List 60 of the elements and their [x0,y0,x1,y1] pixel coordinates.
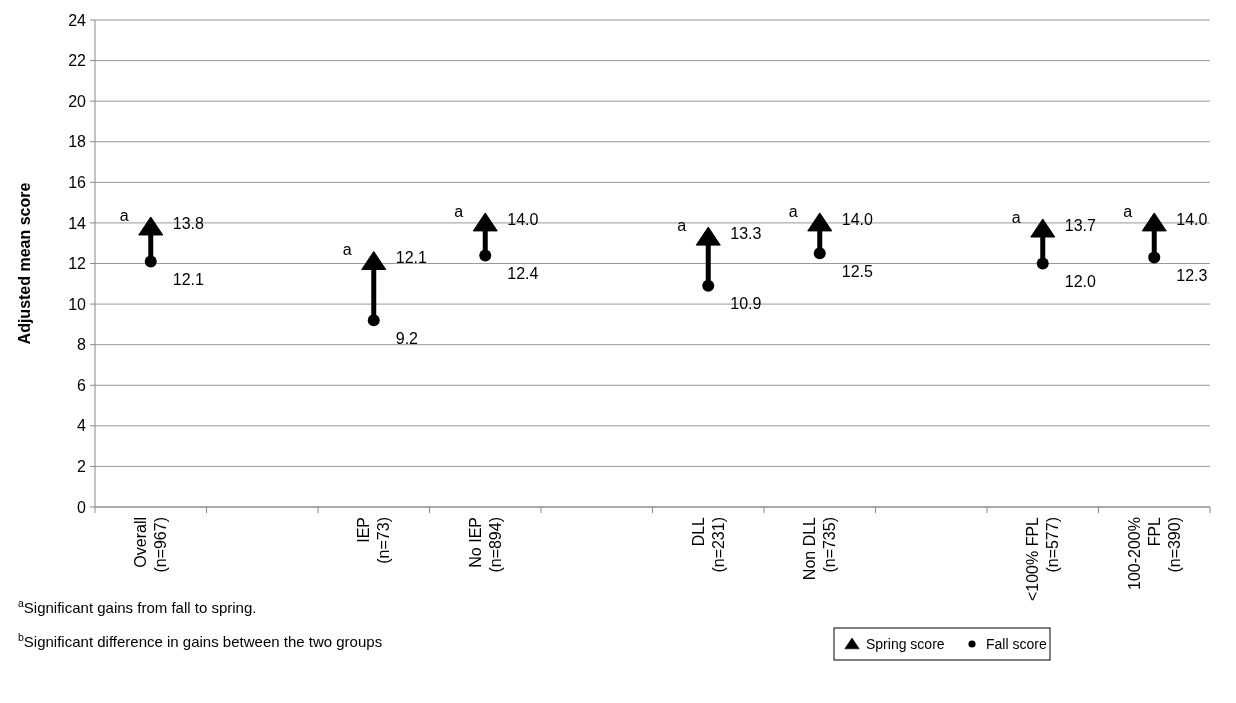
data-label: 9.2 [395,329,419,347]
y-tick-label: 10 [68,295,87,313]
y-tick-label: 8 [77,336,87,354]
point [138,216,164,236]
x-tick-label: No IEP (n=894) [466,517,504,573]
y-tick-label: 14 [68,214,87,232]
data-label: 12.4 [507,264,539,282]
point [1148,251,1161,264]
y-tick-label: 24 [68,11,87,29]
annotation: a [342,241,352,259]
text: $^{b}$Significant difference in gains between the two groups [18,631,383,650]
data-label: 13.8 [172,214,204,232]
data-label: 12.3 [1176,267,1208,285]
x-tick-label: <100% FPL (n=577) [1024,516,1062,602]
point [361,250,387,270]
x-tick-label: Overall (n=967) [132,517,170,573]
data-label: 13.7 [1064,216,1096,234]
text: $^{a}$Significant gains from fall to spring. [18,597,257,616]
annotation: a [119,206,129,224]
annotation: a [1123,202,1133,220]
point [479,249,492,262]
data-label: 14.0 [507,210,539,228]
point [1141,212,1167,232]
point [472,212,498,232]
y-tick-label: 22 [68,52,87,70]
data-label: 14.0 [841,210,873,228]
point [813,247,826,260]
point [367,314,380,327]
data-label: 12.1 [395,249,427,267]
x-tick-label: Non DLL (n=735) [801,516,839,581]
point [702,279,715,292]
y-tick-label: 6 [77,376,87,394]
y-tick-label: 20 [68,92,87,110]
point [695,226,721,246]
data-label: 10.9 [730,295,762,313]
legend-label: Fall score [986,635,1047,652]
y-tick-label: 0 [77,498,87,516]
x-tick-label: DLL (n=231) [689,516,727,573]
y-tick-label: 4 [77,417,87,435]
y-tick-label: 16 [68,173,87,191]
annotation: a [788,202,798,220]
y-tick-label: 2 [77,458,87,476]
annotation: a [677,217,687,235]
data-label: 12.5 [841,262,873,280]
legend-label: Spring score [866,635,945,652]
annotation: a [1011,209,1021,226]
data-label: 12.0 [1064,273,1096,291]
y-tick-label: 12 [68,255,87,273]
point [1036,257,1049,270]
point [1030,218,1056,238]
point [807,212,833,232]
y-axis-title: Adjusted mean score [16,182,33,345]
data-label: 14.0 [1176,210,1208,228]
annotation: a [454,202,464,220]
x-tick-label: 100-200% FPL (n=390) [1125,516,1183,590]
x-tick-label: IEP (n=73) [355,517,393,564]
y-tick-label: 18 [68,133,87,151]
data-label: 12.1 [172,271,204,289]
point [144,255,157,268]
data-label: 13.3 [730,224,762,242]
